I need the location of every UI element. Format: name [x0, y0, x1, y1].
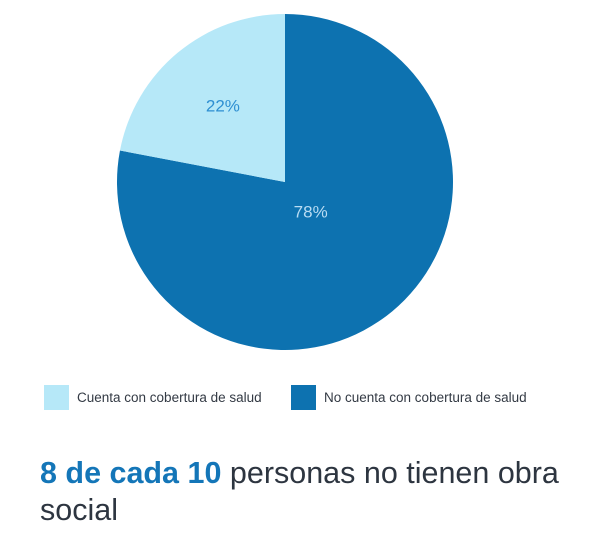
legend-item-cuenta-con-cobertura: Cuenta con cobertura de salud	[44, 385, 262, 410]
pie-value-label-cuenta-con-cobertura: 22%	[206, 96, 240, 115]
legend-swatch-no-cuenta-con-cobertura	[291, 385, 316, 410]
pie-chart: 78% 22%	[117, 13, 453, 350]
legend-item-no-cuenta-con-cobertura: No cuenta con cobertura de salud	[291, 385, 527, 410]
legend-label-no-cuenta-con-cobertura: No cuenta con cobertura de salud	[324, 390, 527, 405]
legend-swatch-cuenta-con-cobertura	[44, 385, 69, 410]
pie-slice-cuenta-con-cobertura	[119, 13, 285, 183]
headline-highlight: 8 de cada 10	[40, 456, 222, 490]
pie-value-label-no-cuenta-con-cobertura: 78%	[294, 203, 328, 222]
headline: 8 de cada 10 personas no tienen obra soc…	[40, 455, 580, 529]
headline-rest: personas no tienen obra social	[40, 456, 559, 527]
legend-label-cuenta-con-cobertura: Cuenta con cobertura de salud	[77, 390, 262, 405]
chart-legend: Cuenta con cobertura de salud No cuenta …	[44, 385, 584, 415]
pie-chart-svg: 78% 22%	[117, 13, 453, 350]
